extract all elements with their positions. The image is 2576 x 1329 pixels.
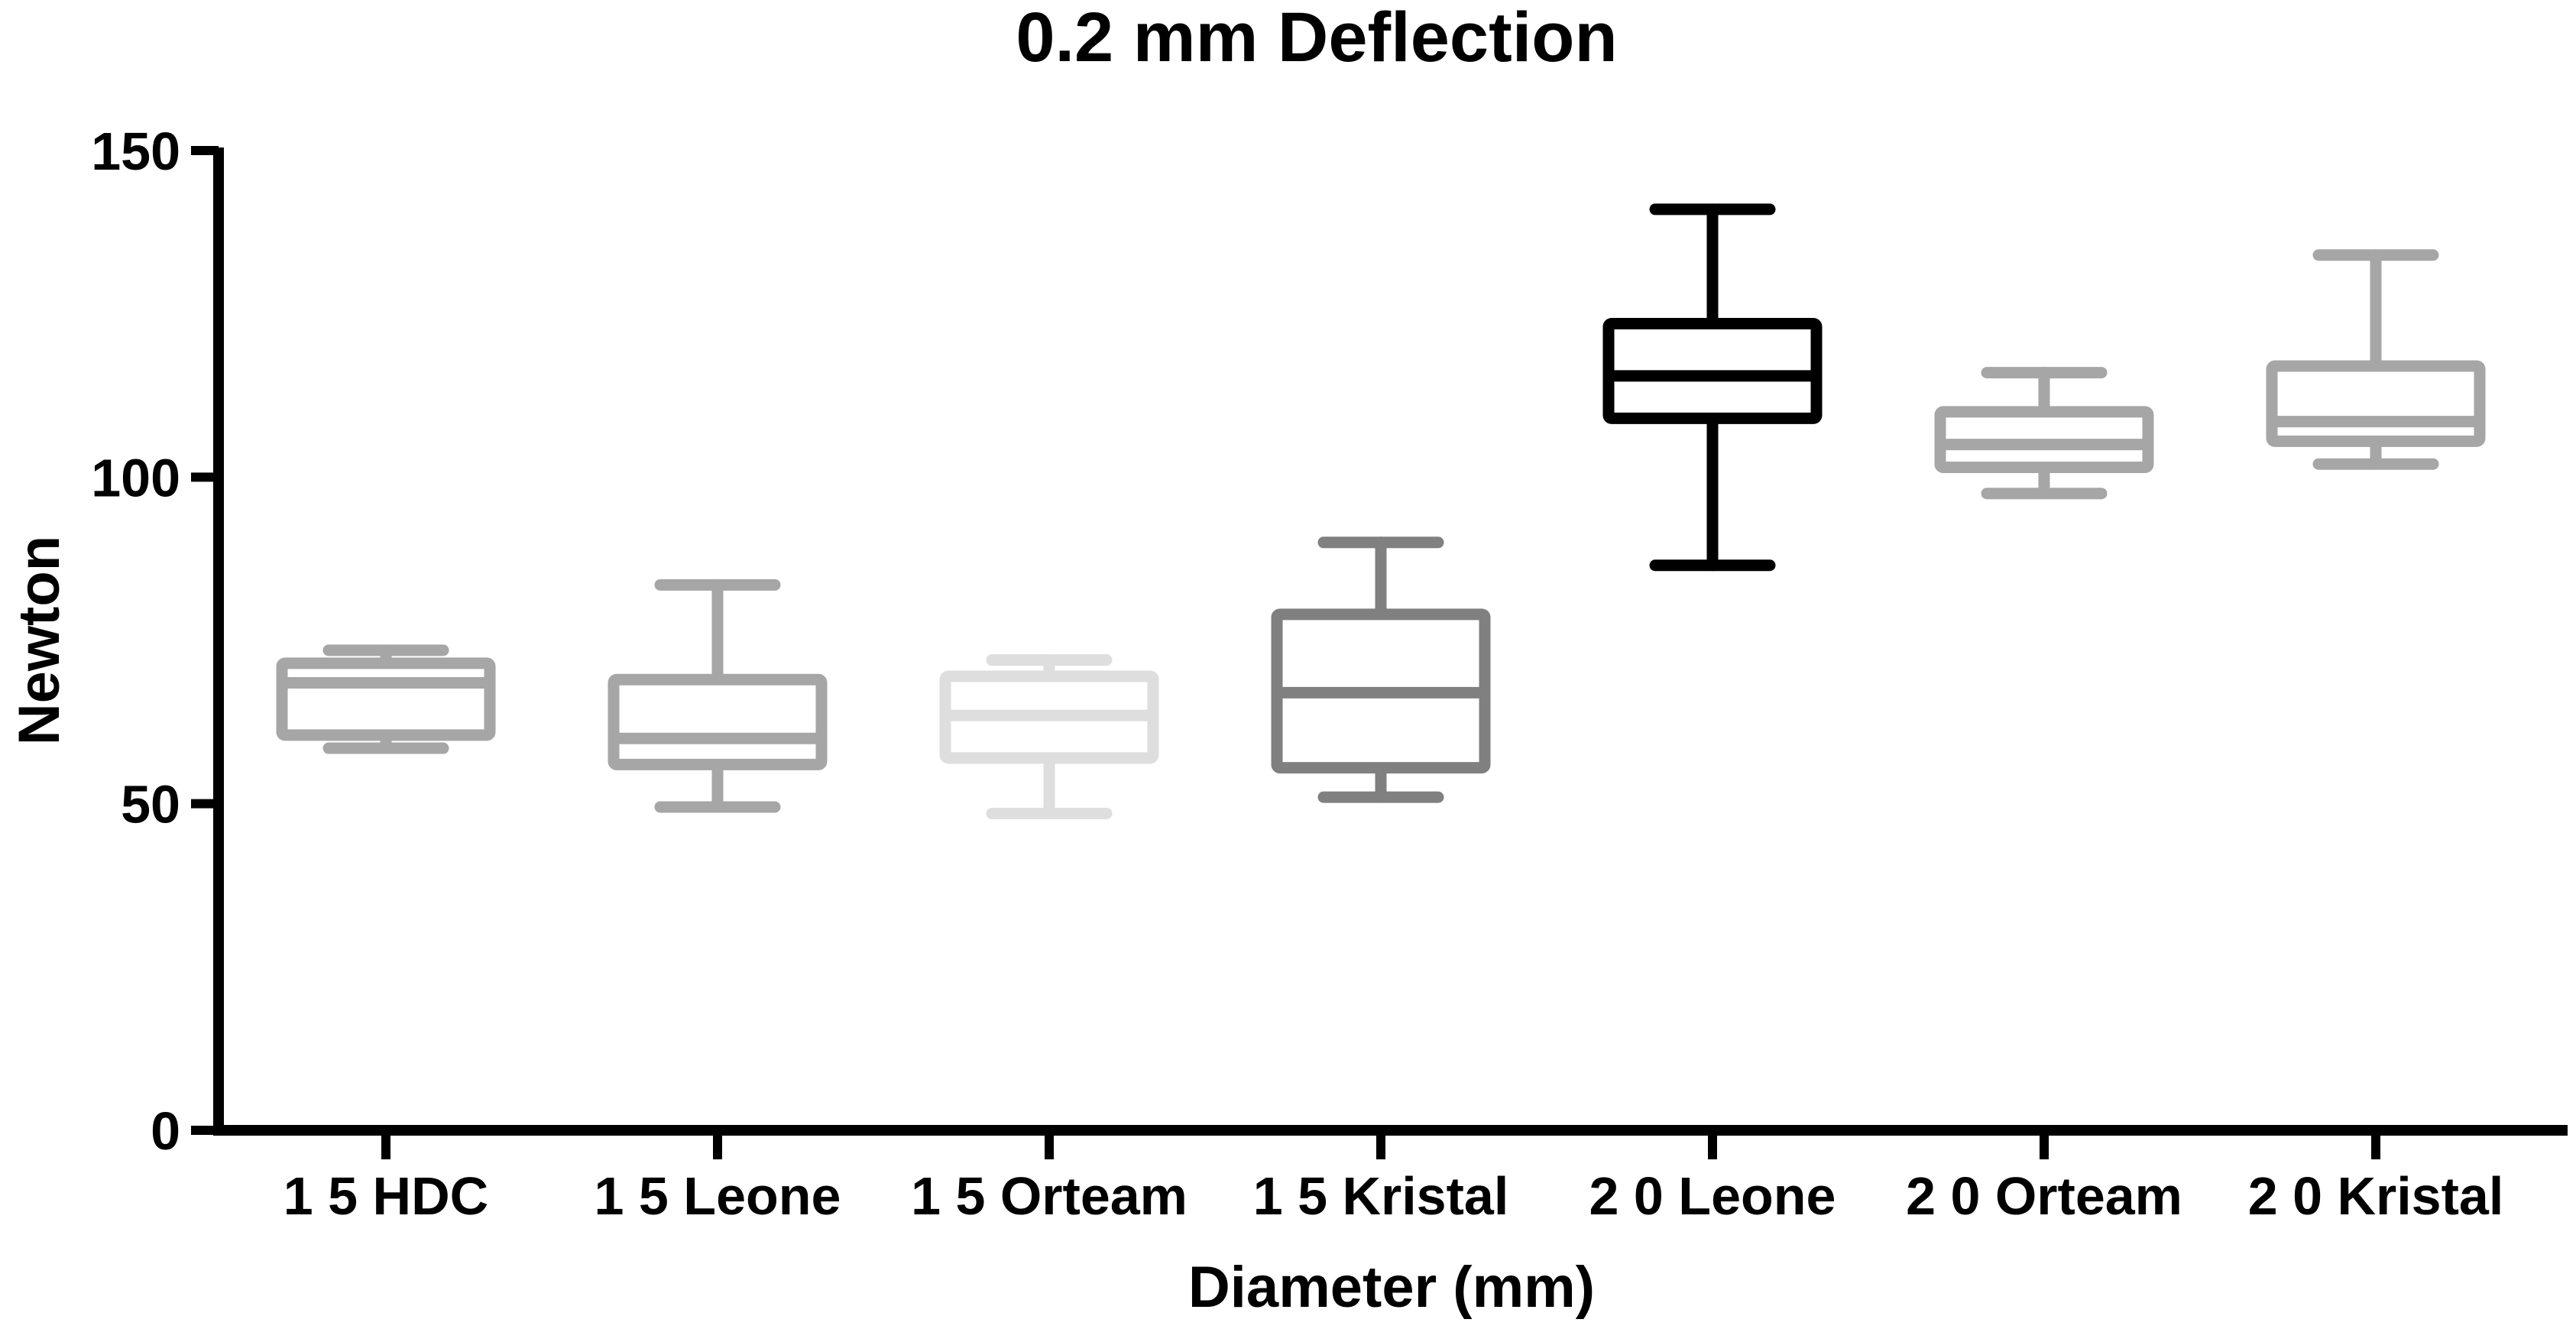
box-2-0-kristal (2266, 249, 2486, 470)
x-tick-label: 1 5 Leone (595, 1166, 841, 1226)
y-axis: 0 50 100 150 (91, 122, 224, 1161)
x-tick-label: 2 0 Orteam (1906, 1166, 2182, 1226)
box-2-0-leone (1602, 203, 1823, 572)
x-tick-label: 1 5 HDC (284, 1166, 488, 1226)
box-1-5-orteam (939, 654, 1159, 819)
x-tick-label: 2 0 Kristal (2248, 1166, 2504, 1226)
x-axis-label: Diameter (mm) (1188, 1255, 1595, 1320)
x-tick-label: 1 5 Kristal (1253, 1166, 1509, 1226)
y-tick-label: 100 (91, 448, 180, 507)
x-axis: 1 5 HDC 1 5 Leone 1 5 Orteam 1 5 Kristal 2 0… (213, 1125, 2568, 1226)
y-tick-label: 50 (121, 775, 180, 835)
box-1-5-kristal (1271, 536, 1491, 803)
box-1-5-hdc (276, 644, 496, 754)
box-series (276, 203, 2486, 819)
box-1-5-leone (608, 579, 828, 813)
y-axis-label: Newton (7, 536, 72, 745)
box-2-0-orteam (1934, 367, 2154, 500)
y-tick-label: 0 (151, 1101, 180, 1161)
box-iqr (608, 673, 828, 770)
y-tick-label: 150 (91, 122, 180, 181)
box-iqr (2266, 360, 2486, 447)
box-iqr (276, 657, 496, 741)
x-tick-label: 1 5 Orteam (911, 1166, 1188, 1226)
x-tick-label: 2 0 Leone (1589, 1166, 1836, 1226)
chart-title: 0.2 mm Deflection (1016, 0, 1617, 76)
